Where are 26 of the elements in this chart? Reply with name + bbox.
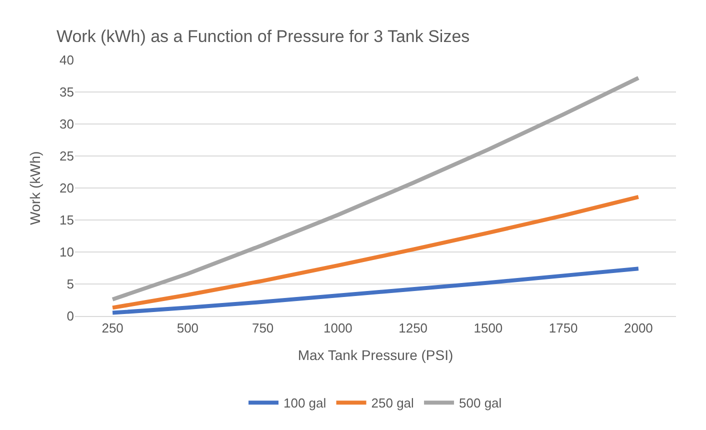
x-axis-title: Max Tank Pressure (PSI): [298, 346, 454, 363]
line-series: [110, 194, 640, 310]
y-tick-label: 40: [60, 52, 74, 68]
x-tick-label: 1250: [398, 320, 428, 336]
y-tick-label: 0: [66, 308, 74, 324]
y-tick-label: 20: [60, 180, 74, 196]
x-tick-label: 500: [176, 320, 199, 336]
y-tick-label: 10: [60, 244, 74, 260]
x-tick-label: 1000: [323, 320, 352, 336]
line-series: [110, 76, 640, 302]
x-tick-label: 1500: [474, 320, 503, 336]
y-axis-title: Work (kWh): [27, 151, 44, 225]
y-tick-label: 15: [60, 212, 74, 228]
y-tick-label: 5: [66, 276, 74, 292]
y-tick-label: 35: [60, 84, 74, 100]
y-tick-label: 25: [60, 148, 74, 164]
x-tick-label: 750: [252, 320, 274, 336]
legend-label: 500 gal: [459, 396, 502, 411]
y-tick-label: 30: [60, 116, 74, 132]
x-tick-label: 250: [102, 320, 124, 336]
legend-label: 250 gal: [371, 396, 414, 411]
x-tick-label: 2000: [624, 320, 653, 336]
chart-title: Work (kWh) as a Function of Pressure for 3 Tank Sizes: [56, 27, 470, 46]
legend-label: 100 gal: [284, 396, 326, 411]
x-tick-label: 1750: [548, 320, 578, 336]
line-series: [110, 266, 640, 315]
